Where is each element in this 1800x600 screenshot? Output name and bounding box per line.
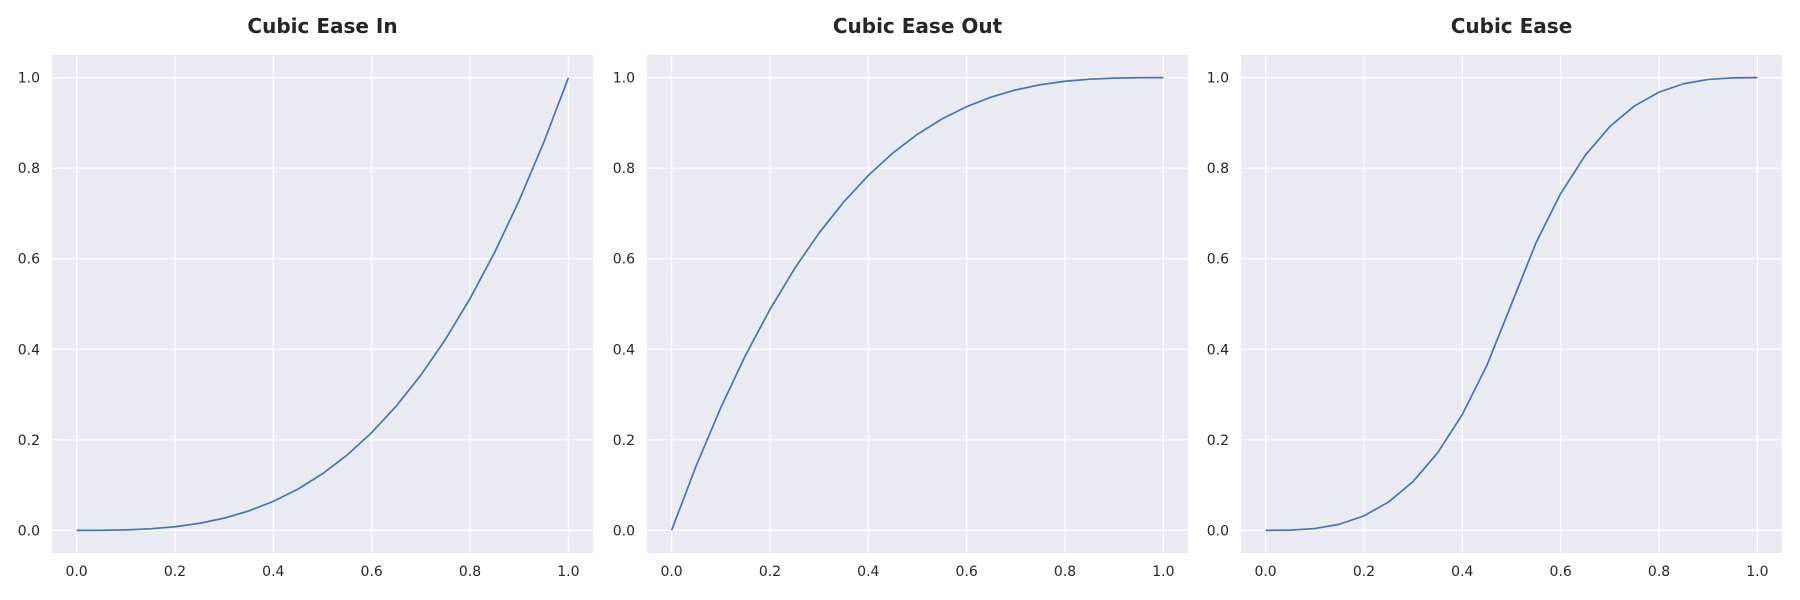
grid-lines <box>52 55 593 553</box>
x-tick-label: 0.0 <box>65 564 87 580</box>
series-line-cubic-ease-out <box>670 76 1164 531</box>
y-tick-label: 1.0 <box>18 71 40 87</box>
x-tick-label: 0.6 <box>1550 564 1572 580</box>
y-tick-label: 0.2 <box>1207 433 1229 449</box>
x-tick-label: 1.0 <box>1152 564 1174 580</box>
x-tick-label: 1.0 <box>1746 564 1768 580</box>
y-tick-label: 0.4 <box>18 342 40 358</box>
y-tick-label: 0.2 <box>18 433 40 449</box>
x-tick-label: 0.0 <box>660 564 682 580</box>
x-tick-label: 0.8 <box>1648 564 1670 580</box>
y-tick-label: 0.8 <box>18 161 40 177</box>
y-tick-label: 0.4 <box>1207 342 1229 358</box>
y-tick-label: 0.0 <box>613 523 635 539</box>
chart-title: Cubic Ease In <box>247 14 397 38</box>
grid-lines <box>647 55 1188 553</box>
tick-labels: 0.0 0.2 0.4 0.6 0.8 1.0 0.0 0.2 0.4 0.6 0.8 1.0 <box>613 71 1175 580</box>
x-tick-label: 0.2 <box>759 564 781 580</box>
tick-labels: 0.0 0.2 0.4 0.6 0.8 1.0 0.0 0.2 0.4 0.6 0.8 1.0 <box>18 71 580 580</box>
series-line-cubic-ease <box>1265 76 1758 532</box>
y-tick-label: 1.0 <box>613 71 635 87</box>
y-tick-label: 0.0 <box>18 523 40 539</box>
x-tick-label: 0.6 <box>361 564 383 580</box>
x-tick-label: 1.0 <box>557 564 579 580</box>
chart-panel-cubic-ease-in: 0.0 0.2 0.4 0.6 0.8 1.0 0.0 0.2 0.4 0.6 0.8 1.0 Cub… <box>18 14 593 580</box>
y-tick-label: 1.0 <box>1207 71 1229 87</box>
y-tick-label: 0.2 <box>613 433 635 449</box>
chart-title: Cubic Ease Out <box>833 14 1003 38</box>
x-tick-label: 0.8 <box>1054 564 1076 580</box>
chart-title: Cubic Ease <box>1451 14 1573 38</box>
plot-area <box>647 55 1188 553</box>
chart-panel-cubic-ease: 0.0 0.2 0.4 0.6 0.8 1.0 0.0 0.2 0.4 0.6 0.8 1.0 Cub… <box>1207 14 1782 580</box>
tick-labels: 0.0 0.2 0.4 0.6 0.8 1.0 0.0 0.2 0.4 0.6 0.8 1.0 <box>1207 71 1769 580</box>
x-tick-label: 0.6 <box>956 564 978 580</box>
x-tick-label: 0.2 <box>164 564 186 580</box>
y-tick-label: 0.8 <box>1207 161 1229 177</box>
x-tick-label: 0.4 <box>262 564 284 580</box>
x-tick-label: 0.4 <box>857 564 879 580</box>
series-line-cubic-ease-in <box>76 77 570 532</box>
y-tick-label: 0.4 <box>613 342 635 358</box>
x-tick-label: 0.0 <box>1254 564 1276 580</box>
x-tick-label: 0.4 <box>1451 564 1473 580</box>
y-tick-label: 0.8 <box>613 161 635 177</box>
chart-panel-cubic-ease-out: 0.0 0.2 0.4 0.6 0.8 1.0 0.0 0.2 0.4 0.6 0.8 1.0 Cub… <box>613 14 1188 580</box>
x-tick-label: 0.2 <box>1353 564 1375 580</box>
y-tick-label: 0.6 <box>613 252 635 268</box>
x-tick-label: 0.8 <box>459 564 481 580</box>
plot-area <box>52 55 593 553</box>
y-tick-label: 0.0 <box>1207 523 1229 539</box>
y-tick-label: 0.6 <box>18 252 40 268</box>
y-tick-label: 0.6 <box>1207 252 1229 268</box>
grid-lines <box>1241 55 1782 553</box>
